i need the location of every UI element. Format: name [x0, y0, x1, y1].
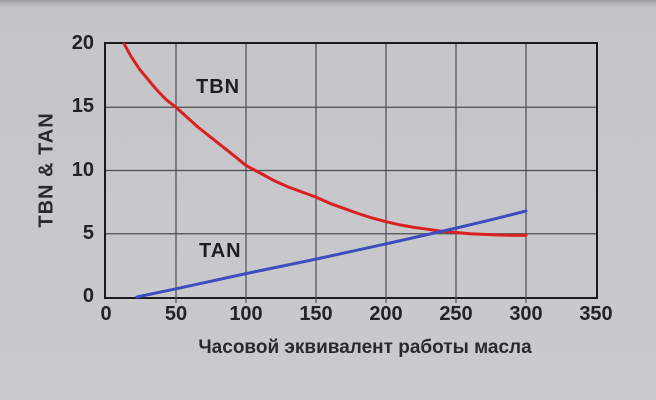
- x-tick-label: 0: [100, 303, 112, 325]
- x-tick-label: 200: [369, 303, 403, 325]
- series-line-tan: [135, 209, 528, 299]
- x-tick-label: 50: [164, 303, 188, 325]
- x-tick-label: 250: [439, 303, 473, 325]
- x-tick-label: 150: [299, 303, 333, 325]
- series-label-tbn: TBN: [196, 76, 241, 98]
- y-tick-label: 10: [71, 158, 94, 181]
- series-label-tan: TAN: [199, 240, 242, 262]
- plot-canvas: [106, 42, 596, 303]
- y-tick-label: 5: [82, 221, 94, 244]
- y-tick-label: 15: [71, 95, 94, 118]
- plot-area: TBN TAN: [104, 42, 598, 303]
- y-tick-label: 20: [71, 32, 94, 54]
- x-axis-title: Часовой эквивалент работы масла: [198, 337, 532, 358]
- x-tick-label: 350: [579, 303, 613, 325]
- x-tick-label: 100: [229, 303, 263, 325]
- series-line-tbn: [122, 42, 528, 237]
- y-tick-label: 0: [82, 285, 94, 307]
- x-tick-label: 300: [509, 303, 543, 325]
